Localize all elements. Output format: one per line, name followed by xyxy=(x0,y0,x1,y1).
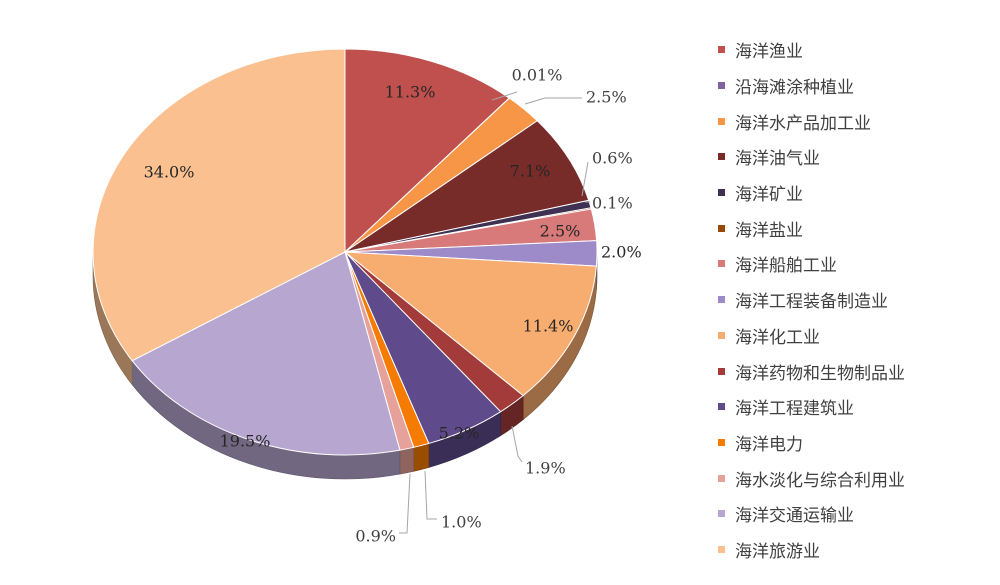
legend-swatch xyxy=(718,224,725,232)
legend-swatch xyxy=(718,331,725,339)
data-label-9: 11.4% xyxy=(523,317,574,336)
pie-side-13 xyxy=(399,446,415,475)
legend-swatch xyxy=(718,296,725,304)
legend-label: 海洋水产品加工业 xyxy=(735,113,871,134)
legend-label: 海洋船舶工业 xyxy=(735,256,837,277)
legend-label: 海洋化工业 xyxy=(735,327,820,348)
legend-item-13: 海水淡化与综合利用业 xyxy=(718,460,993,496)
legend-item-14: 海洋交通运输业 xyxy=(718,496,993,532)
legend-item-8: 海洋工程装备制造业 xyxy=(718,282,993,318)
data-label-6: 0.1% xyxy=(592,194,633,213)
data-label-1: 11.3% xyxy=(385,83,436,102)
legend: 海洋渔业 沿海滩涂种植业 海洋水产品加工业 海洋油气业 海洋矿业 海洋盐业 海洋船舶工业 海洋… xyxy=(718,32,993,567)
legend-swatch xyxy=(718,438,725,446)
legend-item-10: 海洋药物和生物制品业 xyxy=(718,353,993,389)
data-label-3: 2.5% xyxy=(586,88,627,107)
data-label-7: 2.5% xyxy=(540,222,581,241)
legend-label: 海洋工程装备制造业 xyxy=(735,292,888,313)
legend-swatch xyxy=(718,117,725,125)
pie-slice-15 xyxy=(92,48,346,362)
legend-label: 沿海滩涂种植业 xyxy=(735,78,854,99)
legend-swatch xyxy=(718,82,725,90)
data-label-14: 19.5% xyxy=(220,432,271,451)
legend-swatch xyxy=(718,474,725,482)
legend-item-3: 海洋水产品加工业 xyxy=(718,103,993,139)
legend-item-1: 海洋渔业 xyxy=(718,32,993,68)
leader-line-10 xyxy=(511,425,523,463)
legend-swatch xyxy=(718,510,725,518)
pie-chart-area: 11.3% 0.01% 2.5% 7.1% 0.6% 0.1% 2.5% 2.0% 11.4% 1… xyxy=(92,48,642,546)
data-labels: 11.3% 0.01% 2.5% 7.1% 0.6% 0.1% 2.5% 2.0% 11.4% 1… xyxy=(144,66,642,546)
data-label-12: 1.0% xyxy=(441,513,482,532)
leader-line-2 xyxy=(491,91,518,101)
leader-line-3 xyxy=(524,97,582,105)
leader-line-13 xyxy=(399,473,411,534)
legend-label: 海洋矿业 xyxy=(735,185,803,206)
pie-chart: 11.3% 0.01% 2.5% 7.1% 0.6% 0.1% 2.5% 2.0% 11.4% 1… xyxy=(92,48,642,546)
pie-side-12 xyxy=(413,443,430,472)
legend-label: 海洋旅游业 xyxy=(735,541,820,562)
legend-label: 海洋电力 xyxy=(735,434,803,455)
pie-slice-4 xyxy=(344,120,590,253)
leader-line-12 xyxy=(424,470,437,520)
pie-slice-9 xyxy=(343,251,597,397)
data-label-5: 0.6% xyxy=(592,149,633,168)
legend-swatch xyxy=(718,260,725,268)
data-label-13: 0.9% xyxy=(355,527,396,546)
legend-label: 海洋工程建筑业 xyxy=(735,399,854,420)
legend-label: 海洋渔业 xyxy=(735,42,803,63)
pie-side-walls xyxy=(92,251,598,480)
data-label-4: 7.1% xyxy=(510,162,551,181)
legend-swatch xyxy=(718,189,725,197)
legend-item-6: 海洋盐业 xyxy=(718,210,993,246)
data-label-8: 2.0% xyxy=(601,243,642,262)
legend-label: 海洋药物和生物制品业 xyxy=(735,363,905,384)
pie-slice-14 xyxy=(131,251,401,456)
legend-item-15: 海洋旅游业 xyxy=(718,532,993,568)
legend-item-5: 海洋矿业 xyxy=(718,175,993,211)
data-label-2: 0.01% xyxy=(512,66,563,85)
legend-item-12: 海洋电力 xyxy=(718,425,993,461)
legend-label: 海水淡化与综合利用业 xyxy=(735,470,905,491)
legend-swatch xyxy=(718,545,725,553)
legend-label: 海洋交通运输业 xyxy=(735,506,854,527)
data-label-10: 1.9% xyxy=(525,459,566,478)
leader-line-5 xyxy=(581,161,589,197)
legend-swatch xyxy=(718,367,725,375)
legend-label: 海洋盐业 xyxy=(735,220,803,241)
legend-swatch xyxy=(718,46,725,54)
legend-swatch xyxy=(718,153,725,161)
pie-slice-1 xyxy=(344,48,511,254)
legend-item-11: 海洋工程建筑业 xyxy=(718,389,993,425)
data-label-11: 5.2% xyxy=(439,424,480,443)
legend-swatch xyxy=(718,403,725,411)
legend-item-4: 海洋油气业 xyxy=(718,139,993,175)
legend-item-2: 沿海滩涂种植业 xyxy=(718,68,993,104)
legend-label: 海洋油气业 xyxy=(735,149,820,170)
pie-slices xyxy=(92,48,598,456)
data-label-15: 34.0% xyxy=(144,163,195,182)
legend-item-7: 海洋船舶工业 xyxy=(718,246,993,282)
legend-item-9: 海洋化工业 xyxy=(718,318,993,354)
